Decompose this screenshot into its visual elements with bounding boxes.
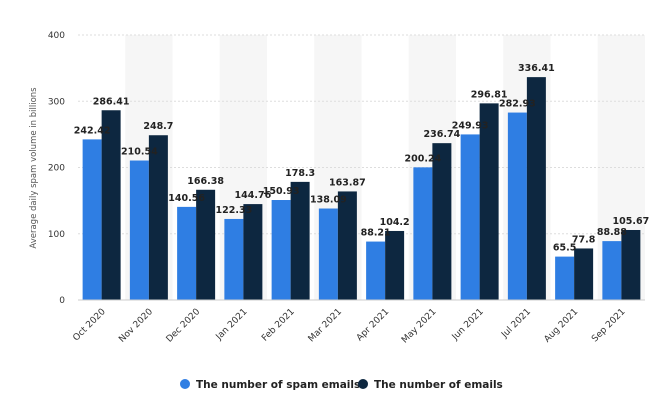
data-label-spam: 282.93 bbox=[499, 99, 536, 110]
data-label-emails: 248.7 bbox=[143, 121, 173, 132]
bar-spam[interactable] bbox=[177, 206, 197, 300]
data-label-spam: 249.93 bbox=[452, 120, 489, 131]
legend-item-spam[interactable]: The number of spam emails bbox=[180, 379, 360, 391]
data-label-emails: 336.41 bbox=[518, 63, 555, 74]
data-label-emails: 236.74 bbox=[424, 129, 461, 140]
x-tick-label: Mar 2021 bbox=[307, 307, 344, 344]
data-label-emails: 163.87 bbox=[329, 177, 366, 188]
x-tick-label: Apr 2021 bbox=[355, 307, 391, 343]
data-label-spam: 65.5 bbox=[553, 243, 576, 254]
y-axis-label: Average daily spam volume in billions bbox=[29, 87, 39, 249]
data-label-emails: 77.8 bbox=[572, 234, 596, 245]
x-tick-label: May 2021 bbox=[400, 307, 438, 345]
x-tick-label: Oct 2020 bbox=[71, 307, 107, 343]
data-label-spam: 138.09 bbox=[310, 195, 347, 206]
x-tick-label: Sep 2021 bbox=[590, 307, 627, 344]
bar-spam[interactable] bbox=[507, 112, 527, 301]
data-label-emails: 105.67 bbox=[613, 216, 650, 227]
bar-spam[interactable] bbox=[271, 200, 291, 300]
y-tick-label: 0 bbox=[59, 296, 65, 306]
data-labels: 242.42 210.54 140.56 122.33 150.93 138.09 88.2… bbox=[74, 63, 649, 253]
x-tick-label: Jun 2021 bbox=[450, 307, 486, 343]
bar-emails[interactable] bbox=[101, 110, 121, 300]
y-tick-label: 300 bbox=[48, 97, 65, 107]
data-label-spam: 122.33 bbox=[216, 205, 253, 216]
bar-spam[interactable] bbox=[602, 241, 622, 300]
bar-emails[interactable] bbox=[621, 229, 641, 300]
x-tick-label: Dec 2020 bbox=[165, 307, 203, 345]
bar-spam[interactable] bbox=[82, 139, 102, 300]
x-tick-label: Jan 2021 bbox=[214, 307, 250, 343]
bar-emails[interactable] bbox=[337, 191, 357, 300]
x-tick-label: Aug 2021 bbox=[543, 307, 581, 345]
x-tick-label: Jul 2021 bbox=[499, 307, 533, 341]
bar-emails[interactable] bbox=[148, 135, 168, 300]
y-tick-label: 100 bbox=[48, 230, 65, 240]
bar-emails[interactable] bbox=[385, 230, 405, 300]
legend-marker-spam bbox=[180, 379, 190, 389]
bar-emails[interactable] bbox=[243, 204, 263, 300]
y-tick-label: 400 bbox=[48, 31, 65, 41]
x-tick-label: Feb 2021 bbox=[260, 307, 297, 344]
legend-marker-emails bbox=[358, 379, 368, 389]
bar-spam[interactable] bbox=[460, 134, 480, 300]
legend: The number of spam emails The number of … bbox=[180, 379, 503, 391]
bar-emails[interactable] bbox=[479, 103, 499, 300]
data-label-spam: 200.24 bbox=[405, 153, 442, 164]
data-label-spam: 88.88 bbox=[597, 227, 627, 238]
bar-emails[interactable] bbox=[526, 77, 546, 300]
bar-spam[interactable] bbox=[224, 218, 244, 300]
data-label-spam: 150.93 bbox=[263, 186, 300, 197]
data-label-emails: 296.81 bbox=[471, 89, 508, 100]
x-axis-ticks: Oct 2020 Nov 2020 Dec 2020 Jan 2021 Feb 2021… bbox=[71, 307, 627, 346]
bars bbox=[82, 77, 641, 301]
bar-spam[interactable] bbox=[413, 167, 433, 300]
bar-spam[interactable] bbox=[366, 241, 386, 300]
data-label-spam: 88.21 bbox=[361, 228, 391, 239]
data-label-emails: 286.41 bbox=[93, 96, 130, 107]
data-label-spam: 210.54 bbox=[121, 147, 158, 158]
bar-emails[interactable] bbox=[196, 189, 216, 300]
legend-label-spam: The number of spam emails bbox=[196, 379, 360, 391]
data-label-spam: 140.56 bbox=[168, 193, 205, 204]
data-label-emails: 104.2 bbox=[380, 217, 410, 228]
data-label-emails: 178.3 bbox=[285, 168, 315, 179]
data-label-emails: 144.76 bbox=[235, 190, 272, 201]
bar-spam[interactable] bbox=[318, 208, 338, 300]
bar-spam[interactable] bbox=[555, 256, 575, 300]
bar-emails[interactable] bbox=[432, 143, 452, 300]
y-axis-ticks: 0 100 200 300 400 bbox=[48, 31, 65, 306]
data-label-spam: 242.42 bbox=[74, 125, 111, 136]
bar-emails[interactable] bbox=[290, 181, 310, 300]
legend-item-emails[interactable]: The number of emails bbox=[358, 379, 503, 391]
bar-spam[interactable] bbox=[129, 160, 149, 300]
y-tick-label: 200 bbox=[48, 164, 65, 174]
legend-label-emails: The number of emails bbox=[374, 379, 503, 391]
bar-emails[interactable] bbox=[574, 248, 594, 300]
data-label-emails: 166.38 bbox=[187, 176, 224, 187]
x-tick-label: Nov 2020 bbox=[117, 307, 155, 345]
